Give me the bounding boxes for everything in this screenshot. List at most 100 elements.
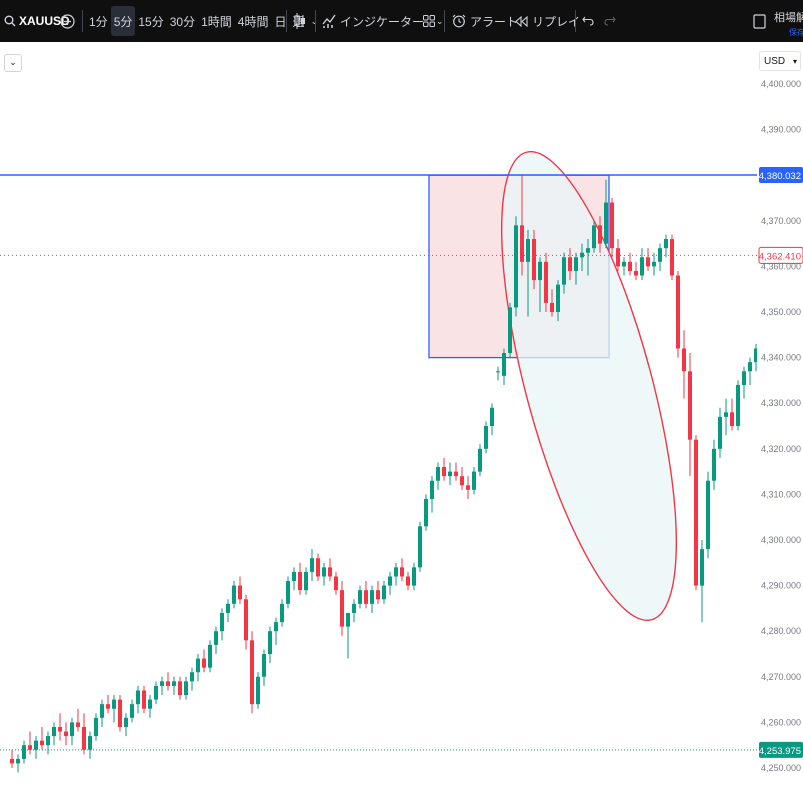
candle-body bbox=[256, 676, 260, 705]
candle-body bbox=[580, 252, 584, 258]
candle-body bbox=[532, 239, 536, 281]
candle-body bbox=[292, 571, 296, 582]
candle-body bbox=[742, 371, 746, 385]
candle-body bbox=[628, 261, 632, 271]
candle-body bbox=[106, 704, 110, 709]
candle-body bbox=[52, 726, 56, 737]
candle-body bbox=[478, 448, 482, 472]
candle-body bbox=[514, 225, 518, 308]
candle-body bbox=[430, 480, 434, 499]
replay-button[interactable]: リプレイ bbox=[515, 0, 580, 42]
candle-body bbox=[670, 239, 674, 276]
candle-body bbox=[64, 731, 68, 737]
candle-body bbox=[346, 612, 350, 627]
candle-body bbox=[352, 603, 356, 613]
price-tick-label: 4,400.000 bbox=[761, 79, 801, 89]
chart-type-button[interactable] bbox=[293, 0, 307, 42]
plus-circle-icon bbox=[60, 13, 75, 29]
rewind-icon bbox=[515, 15, 528, 27]
candle-body bbox=[622, 261, 626, 267]
candle-body bbox=[364, 590, 368, 604]
symbol-search[interactable]: XAUUSD bbox=[4, 0, 70, 42]
candle-body bbox=[298, 571, 302, 591]
price-tick-label: 4,280.000 bbox=[761, 626, 801, 636]
candle-body bbox=[82, 726, 86, 750]
candle-body bbox=[370, 590, 374, 604]
candle-body bbox=[340, 590, 344, 627]
ellipse-annotation[interactable] bbox=[466, 136, 713, 636]
candle-body bbox=[640, 257, 644, 276]
price-chart[interactable]: 4,400.0004,390.0004,380.0004,370.0004,36… bbox=[0, 42, 803, 803]
candle-body bbox=[148, 699, 152, 709]
chevron-down-icon[interactable]: ⌄ bbox=[308, 16, 322, 27]
chevron-down-icon[interactable]: ⌄ bbox=[4, 54, 22, 72]
interval-4h[interactable]: 4時間 bbox=[237, 14, 269, 29]
candle-body bbox=[556, 284, 560, 312]
candle-body bbox=[316, 558, 320, 577]
candle-body bbox=[538, 261, 542, 281]
candle-body bbox=[208, 644, 212, 668]
current-price-badge bbox=[758, 246, 803, 264]
candle-body bbox=[202, 658, 206, 668]
interval-5m[interactable]: 5分 bbox=[110, 6, 136, 36]
layout-button[interactable] bbox=[423, 0, 435, 42]
candle-body bbox=[376, 590, 380, 600]
replay-label: リプレイ bbox=[532, 14, 581, 29]
candle-body bbox=[58, 726, 62, 732]
candle-body bbox=[16, 758, 20, 764]
candle-body bbox=[526, 239, 530, 262]
candle-body bbox=[466, 485, 470, 490]
compare-button[interactable] bbox=[60, 0, 75, 42]
bid-price-label: 4,253.975 bbox=[759, 746, 801, 757]
candle-body bbox=[238, 585, 242, 600]
candle-body bbox=[190, 672, 194, 682]
candle-body bbox=[112, 699, 116, 709]
candle-body bbox=[124, 717, 128, 727]
indicators-label: インジケーター bbox=[340, 14, 425, 29]
interval-1h[interactable]: 1時間 bbox=[201, 14, 232, 29]
interval-15m[interactable]: 15分 bbox=[138, 14, 164, 29]
price-tick-label: 4,370.000 bbox=[761, 216, 801, 226]
candle-body bbox=[226, 603, 230, 613]
current-price-label: 4,362.410 bbox=[759, 251, 801, 262]
candle-body bbox=[184, 681, 188, 696]
price-tick-label: 4,260.000 bbox=[761, 717, 801, 727]
candle-body bbox=[652, 261, 656, 267]
toolbar-divider bbox=[575, 10, 576, 32]
indicators-button[interactable]: インジケーター ⌄ bbox=[322, 0, 444, 42]
candle-body bbox=[28, 745, 32, 750]
redo-icon bbox=[604, 16, 616, 26]
price-tick-label: 4,270.000 bbox=[761, 672, 801, 682]
candle-body bbox=[262, 654, 266, 677]
candle-body bbox=[406, 576, 410, 586]
candle-body bbox=[568, 257, 572, 271]
candle-body bbox=[94, 717, 98, 737]
chevron-down-icon[interactable]: ⌄ bbox=[436, 15, 444, 26]
candle-body bbox=[448, 471, 452, 477]
toolbar-divider bbox=[82, 10, 83, 32]
chart-area[interactable]: 4,400.0004,390.0004,380.0004,370.0004,36… bbox=[0, 42, 803, 803]
save-label[interactable]: 保存 bbox=[789, 28, 803, 37]
candle-body bbox=[214, 631, 218, 645]
candle-body bbox=[10, 758, 14, 764]
interval-1d[interactable]: 日 bbox=[274, 14, 287, 29]
layout-save-button[interactable] bbox=[753, 0, 766, 42]
candle-body bbox=[574, 257, 578, 271]
candle-body bbox=[250, 640, 254, 705]
price-tick-label: 4,300.000 bbox=[761, 535, 801, 545]
interval-30m[interactable]: 30分 bbox=[169, 14, 196, 29]
layout-name[interactable]: 相場解 bbox=[774, 12, 803, 24]
price-axis[interactable] bbox=[757, 42, 803, 803]
undo-button[interactable] bbox=[582, 0, 594, 42]
interval-1m[interactable]: 1分 bbox=[89, 14, 108, 29]
price-tick-label: 4,250.000 bbox=[761, 763, 801, 773]
candle-body bbox=[592, 225, 596, 249]
candle-body bbox=[700, 549, 704, 586]
currency-selector[interactable]: USD ▾ bbox=[759, 51, 801, 71]
candle-body bbox=[586, 248, 590, 253]
candle-body bbox=[436, 467, 440, 481]
candle-body bbox=[268, 631, 272, 654]
alert-button[interactable]: アラート bbox=[452, 0, 518, 42]
redo-button[interactable] bbox=[604, 0, 616, 42]
candle-body bbox=[706, 480, 710, 550]
